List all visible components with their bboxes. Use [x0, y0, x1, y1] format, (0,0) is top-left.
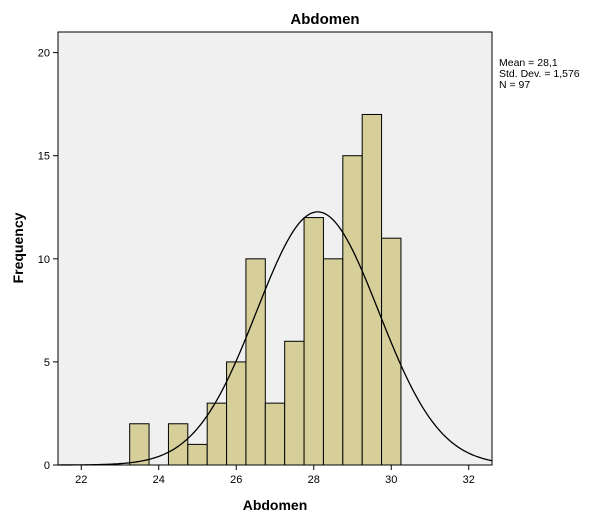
chart-title: Abdomen	[290, 11, 359, 28]
x-tick-label-5: 32	[463, 474, 475, 486]
y-axis: 0 5 10 15 20	[38, 48, 58, 472]
normal-curve	[58, 211, 493, 466]
x-tick-label-0: 22	[75, 474, 87, 486]
histogram-bar-6	[245, 258, 266, 466]
y-tick-label-2: 10	[38, 254, 50, 266]
x-tick-label-2: 26	[230, 474, 242, 486]
histogram-bar-10	[322, 258, 344, 466]
stats-mean: Mean = 28,1	[499, 57, 558, 69]
stats-n: N = 97	[499, 79, 530, 91]
histogram-bar-9	[303, 217, 324, 466]
histogram-bar-7	[264, 402, 286, 466]
x-tick-label-1: 24	[153, 474, 165, 486]
histogram-bar-12	[361, 113, 383, 466]
plot-background	[57, 31, 493, 466]
bars-group	[129, 113, 402, 466]
histogram-bar-2	[167, 423, 189, 466]
y-tick-label-1: 5	[44, 357, 50, 369]
histogram-bar-11	[342, 155, 363, 466]
histogram-bar-0	[129, 423, 150, 466]
x-tick-label-4: 30	[385, 474, 397, 486]
y-axis-label: Frequency	[10, 212, 26, 283]
y-tick-label-3: 15	[38, 151, 50, 163]
histogram-bar-8	[284, 340, 305, 466]
stats-std-dev: Std. Dev. = 1,576	[499, 68, 580, 80]
histogram-bar-5	[226, 361, 247, 466]
histogram-bar-3	[187, 443, 208, 466]
x-axis: 22 24 26 28 30 32	[75, 465, 475, 486]
x-tick-label-3: 28	[308, 474, 320, 486]
x-axis-label: Abdomen	[243, 497, 308, 513]
y-tick-label-0: 0	[44, 460, 50, 472]
y-tick-label-4: 20	[38, 48, 50, 60]
histogram-bar-13	[381, 237, 402, 466]
